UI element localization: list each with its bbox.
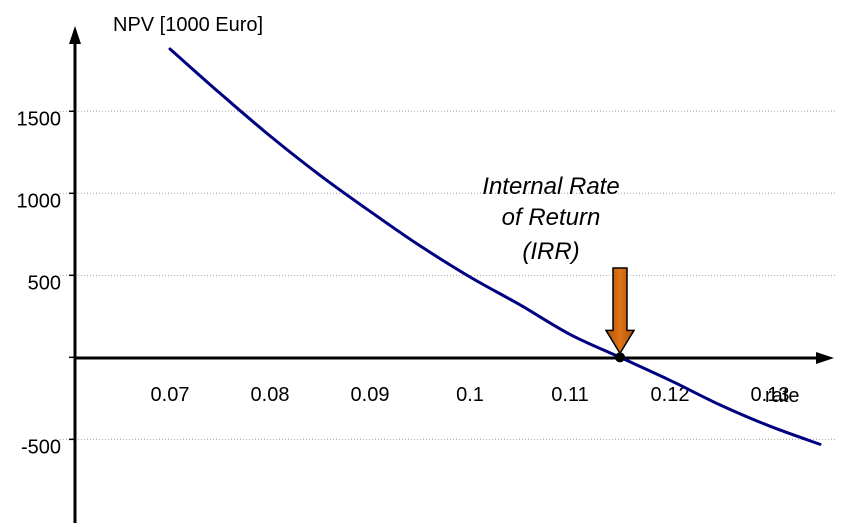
y-axis-title: NPV [1000 Euro] (113, 14, 263, 36)
y-tick-label: 1000 (17, 190, 62, 212)
tick-labels: 1500 1000 500 -500 0.07 0.08 0.09 0.1 0.11 0.12 0.… (17, 108, 790, 458)
x-tick-label: 0.11 (551, 384, 588, 406)
x-tick-label: 0.07 (151, 384, 190, 406)
irr-point (615, 352, 625, 363)
x-tick-label: 0.09 (351, 384, 390, 406)
x-axis-arrowhead (816, 352, 834, 364)
series (168, 47, 822, 446)
axes (69, 26, 834, 523)
y-tick-label: -500 (21, 436, 61, 458)
x-tick-label: 0.08 (251, 384, 290, 406)
x-tick-label: 0.13 (751, 384, 790, 406)
npv-series-line (168, 47, 822, 446)
irr-label-line-2: of Return (502, 204, 601, 231)
irr-label-line-3: (IRR) (522, 238, 579, 265)
irr-label-line-1: Internal Rate (482, 173, 619, 200)
x-tick-label: 0.12 (651, 384, 690, 406)
x-axis-title: rate (765, 385, 799, 407)
grid-lines (60, 110, 835, 441)
x-tick-label: 0.1 (456, 384, 484, 406)
y-axis-arrowhead (69, 26, 81, 44)
y-tick-label: 500 (28, 272, 61, 294)
irr-annotation: Internal Rate of Return (IRR) (482, 173, 636, 363)
irr-arrow (604, 267, 636, 355)
y-tick-label: 1500 (17, 108, 62, 130)
